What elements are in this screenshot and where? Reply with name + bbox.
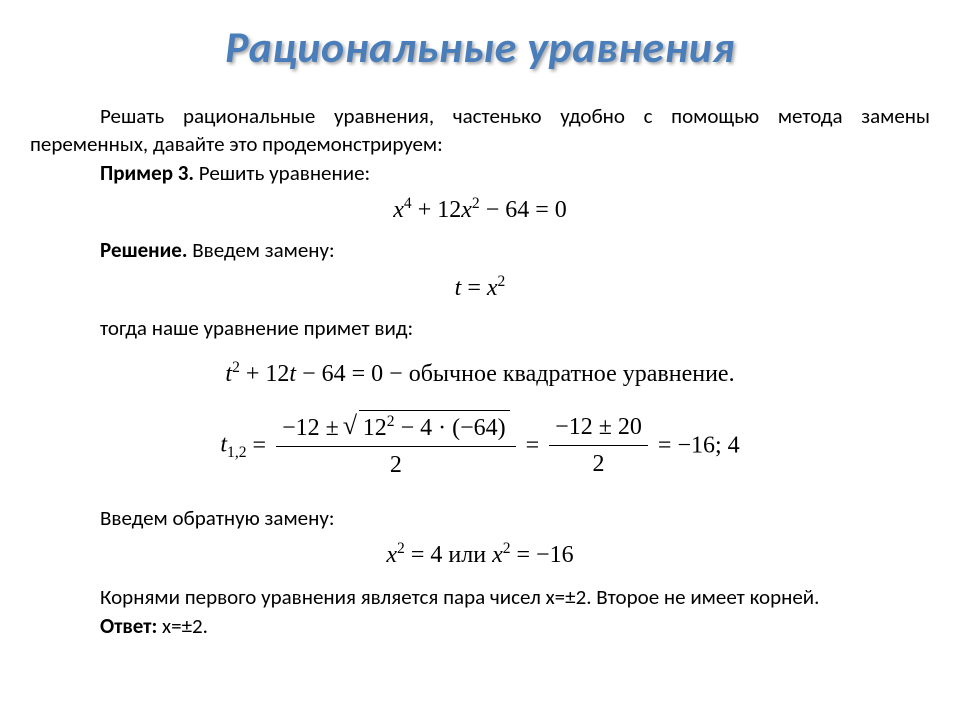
example-label-line: Пример 3. Решить уравнение: — [30, 159, 930, 187]
eq3-note: обычное квадратное уравнение. — [409, 361, 735, 387]
eq4-fraction-1: −12 ± 122 − 4 · (−64) 2 — [276, 410, 516, 482]
eq4-fraction-2: −12 ± 20 2 — [549, 411, 648, 481]
equation-2: t = x2 — [30, 271, 930, 304]
roots-paragraph: Корнями первого уравнения является пара … — [30, 583, 930, 611]
solution-label-line: Решение. Введем замену: — [30, 236, 930, 264]
equation-4: t1,2 = −12 ± 122 − 4 · (−64) 2 = −12 ± 2… — [30, 410, 930, 482]
eq4-subscript: 1,2 — [227, 444, 247, 461]
then-line: тогда наше уравнение примет вид: — [30, 314, 930, 342]
example-number: Пример 3. — [100, 160, 194, 186]
solution-label: Решение. — [100, 237, 188, 263]
answer-text: х=±2. — [157, 613, 208, 639]
answer-label: Ответ: — [100, 613, 157, 639]
example-task: Решить уравнение: — [194, 160, 370, 186]
eq4-result: −16; 4 — [677, 433, 739, 459]
slide-body: Решать рациональные уравнения, частенько… — [30, 102, 930, 640]
back-substitution: Введем обратную замену: — [30, 504, 930, 532]
intro-paragraph: Решать рациональные уравнения, частенько… — [30, 102, 930, 159]
answer-line: Ответ: х=±2. — [30, 612, 930, 640]
slide-container: Рациональные уравнения Решать рациональн… — [0, 0, 960, 720]
equation-5: x2 = 4 или x2 = −16 — [30, 538, 930, 571]
slide-title: Рациональные уравнения — [30, 20, 930, 74]
equation-3: t2 + 12t − 64 = 0 − обычное квадратное у… — [30, 357, 930, 390]
solution-intro: Введем замену: — [188, 237, 335, 263]
equation-1: x4 + 12x2 − 64 = 0 — [30, 193, 930, 226]
